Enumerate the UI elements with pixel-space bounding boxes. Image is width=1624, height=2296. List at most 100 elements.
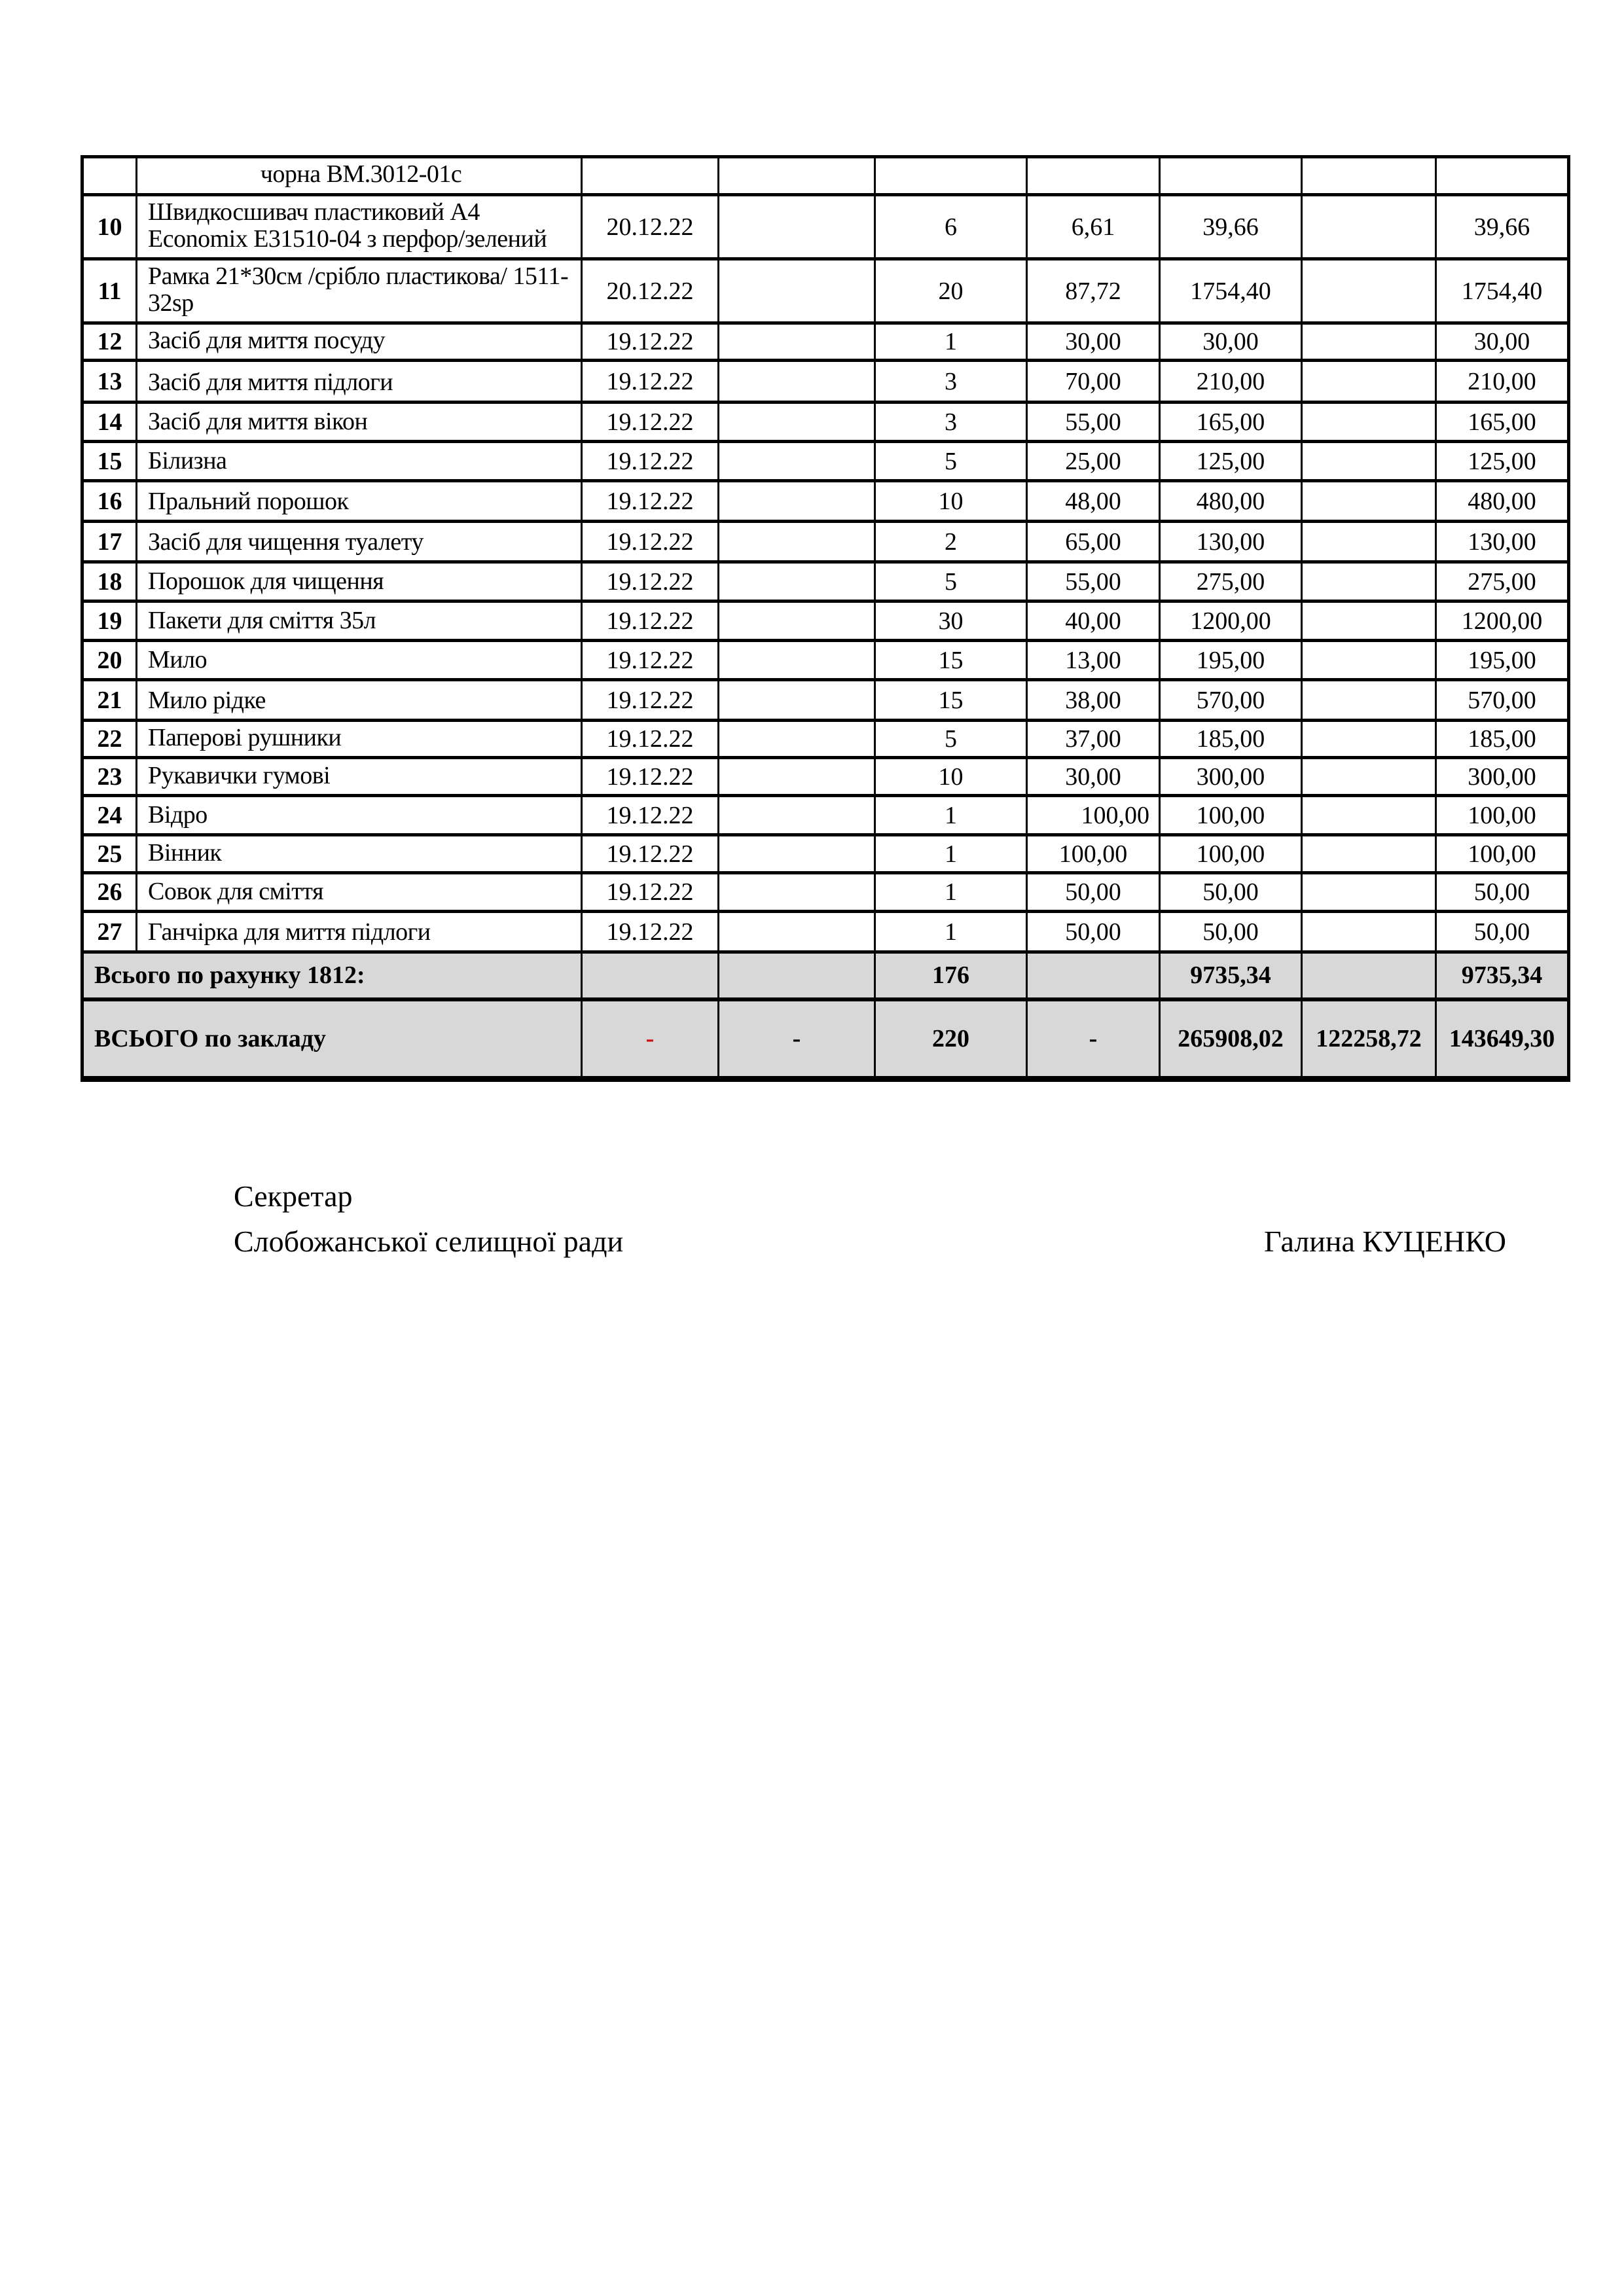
row-number: 21 (81, 678, 137, 723)
empty-cell (717, 192, 876, 261)
item-description: Пральний порошок (135, 479, 583, 524)
empty-cell (717, 440, 876, 483)
table-row: 25 Вінник 19.12.22 1 100,00 100,00 100,00 (81, 833, 1570, 875)
item-sum: 195,00 (1159, 639, 1303, 682)
empty-cell (717, 155, 876, 196)
item-description: чорна ВМ.3012-01с (135, 155, 583, 196)
item-price (1026, 155, 1161, 196)
item-qty: 15 (874, 639, 1028, 682)
empty-cell (1301, 910, 1437, 954)
item-price: 30,00 (1026, 756, 1161, 798)
item-sum: 130,00 (1159, 520, 1303, 564)
row-number: 23 (81, 756, 137, 798)
item-total: 100,00 (1435, 833, 1570, 875)
row-number: 24 (81, 794, 137, 837)
table-row: 24 Відро 19.12.22 1 100,00 100,00 100,00 (81, 794, 1570, 837)
empty-cell (717, 871, 876, 914)
table-row: 10 Швидкосшивач пластиковий А4 Economix Е… (81, 192, 1570, 261)
table-row: 14 Засіб для миття вікон 19.12.22 3 55,00 165… (81, 401, 1570, 444)
item-qty: 20 (874, 257, 1028, 325)
item-date: 19.12.22 (581, 719, 719, 760)
item-total: 125,00 (1435, 440, 1570, 483)
item-price: 55,00 (1026, 560, 1161, 603)
empty-cell (1301, 257, 1437, 325)
item-qty: 30 (874, 600, 1028, 643)
table-row: 20 Мило 19.12.22 15 13,00 195,00 195,00 (81, 639, 1570, 682)
item-date: 19.12.22 (581, 600, 719, 643)
empty-cell (717, 359, 876, 404)
item-total: 165,00 (1435, 401, 1570, 444)
item-qty: 1 (874, 833, 1028, 875)
item-sum: 185,00 (1159, 719, 1303, 760)
item-qty: 5 (874, 719, 1028, 760)
item-qty: 5 (874, 560, 1028, 603)
row-number: 16 (81, 479, 137, 524)
item-total: 570,00 (1435, 678, 1570, 723)
grand-total-date-dash: - (581, 997, 719, 1083)
signer-role-line1: Секретар (234, 1179, 353, 1213)
empty-cell (717, 719, 876, 760)
item-description: Порошок для чищення (135, 560, 583, 603)
item-total: 50,00 (1435, 910, 1570, 954)
item-date: 20.12.22 (581, 192, 719, 261)
item-date: 19.12.22 (581, 756, 719, 798)
item-description: Вінник (135, 833, 583, 875)
table-row: 15 Білизна 19.12.22 5 25,00 125,00 125,00 (81, 440, 1570, 483)
item-sum: 50,00 (1159, 910, 1303, 954)
item-description: Засіб для миття посуду (135, 321, 583, 363)
item-sum: 39,66 (1159, 192, 1303, 261)
item-description: Рамка 21*30см /срібло пластикова/ 1511-3… (135, 257, 583, 325)
item-price: 100,00 (1026, 833, 1161, 875)
item-sum: 100,00 (1159, 833, 1303, 875)
item-date: 19.12.22 (581, 639, 719, 682)
item-price: 50,00 (1026, 910, 1161, 954)
grand-total-price-dash: - (1026, 997, 1161, 1083)
empty-cell (717, 910, 876, 954)
empty-cell (717, 520, 876, 564)
table-row-partial: чорна ВМ.3012-01с (81, 155, 1570, 196)
item-total: 275,00 (1435, 560, 1570, 603)
subtotal-sum: 9735,34 (1159, 950, 1303, 1001)
empty-cell (1301, 321, 1437, 363)
grand-total-sum: 265908,02 (1159, 997, 1303, 1083)
empty-cell (1026, 950, 1161, 1001)
empty-cell (717, 560, 876, 603)
row-number: 18 (81, 560, 137, 603)
item-date: 19.12.22 (581, 440, 719, 483)
subtotal-total: 9735,34 (1435, 950, 1570, 1001)
signature-block: Секретар Слобожанської селищної ради Гал… (234, 1178, 1506, 1259)
signer-name: Галина КУЦЕНКО (1264, 1225, 1506, 1259)
item-description: Засіб для миття вікон (135, 401, 583, 444)
item-qty: 3 (874, 359, 1028, 404)
grand-total-total: 143649,30 (1435, 997, 1570, 1083)
item-price: 38,00 (1026, 678, 1161, 723)
empty-cell (1301, 401, 1437, 444)
subtotal-qty: 176 (874, 950, 1028, 1001)
empty-cell (717, 794, 876, 837)
item-qty: 1 (874, 794, 1028, 837)
item-price: 50,00 (1026, 871, 1161, 914)
subtotal-row: Всього по рахунку 1812: 176 9735,34 9735,34 (81, 950, 1570, 1001)
item-qty: 5 (874, 440, 1028, 483)
table-row: 16 Пральний порошок 19.12.22 10 48,00 480,00 4… (81, 479, 1570, 524)
item-total: 480,00 (1435, 479, 1570, 524)
row-number: 15 (81, 440, 137, 483)
item-description: Відро (135, 794, 583, 837)
row-number: 26 (81, 871, 137, 914)
empty-cell (1301, 833, 1437, 875)
row-number: 25 (81, 833, 137, 875)
empty-cell (1301, 479, 1437, 524)
item-date: 19.12.22 (581, 479, 719, 524)
row-number: 10 (81, 192, 137, 261)
table-row: 18 Порошок для чищення 19.12.22 5 55,00 275,0… (81, 560, 1570, 603)
item-sum: 570,00 (1159, 678, 1303, 723)
empty-cell (1301, 155, 1437, 196)
row-number: 13 (81, 359, 137, 404)
item-price: 87,72 (1026, 257, 1161, 325)
empty-cell (717, 321, 876, 363)
item-description: Мило рідке (135, 678, 583, 723)
item-total: 30,00 (1435, 321, 1570, 363)
item-total: 39,66 (1435, 192, 1570, 261)
item-qty: 1 (874, 910, 1028, 954)
empty-cell (717, 479, 876, 524)
